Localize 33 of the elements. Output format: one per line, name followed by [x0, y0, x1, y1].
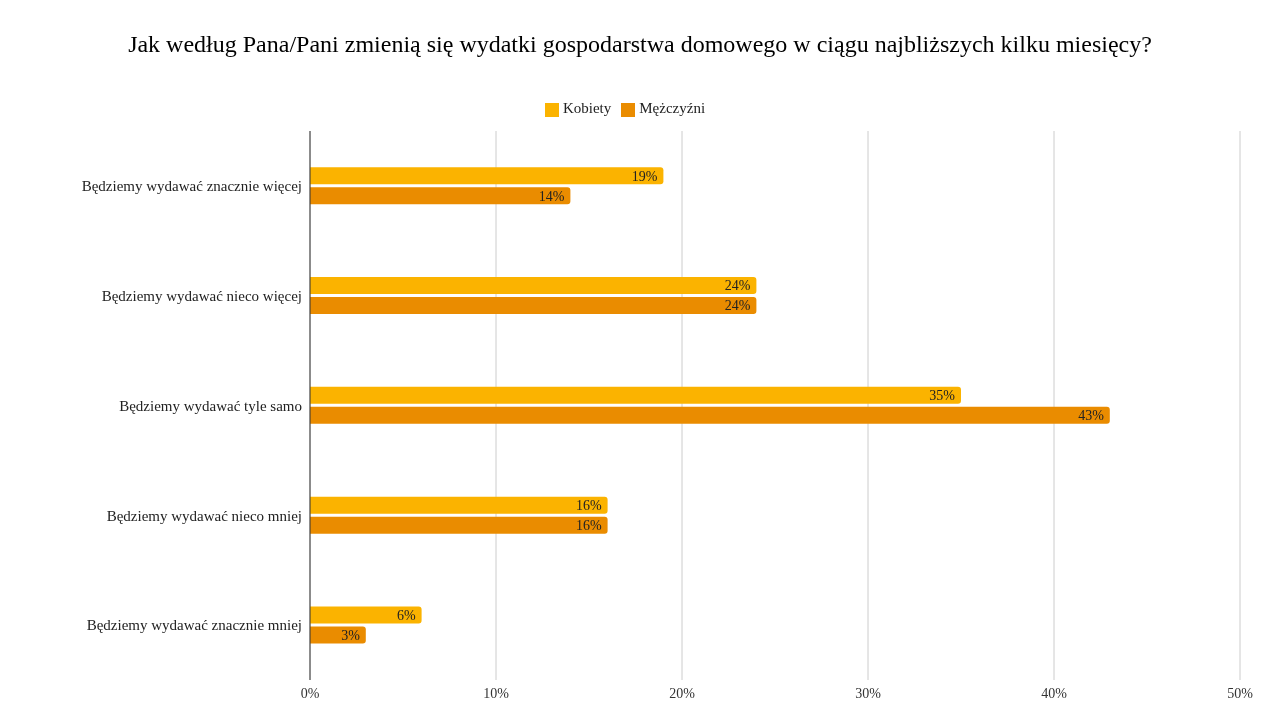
bar: [310, 277, 757, 295]
data-label: 16%: [575, 518, 602, 534]
chart-title: Jak według Pana/Pani zmienią się wydatki gospodarstwa domowego w ciągu najbliższych kilku miesięcy?: [127, 30, 1153, 59]
x-tick-label: 40%: [1041, 685, 1068, 701]
bar: [310, 167, 664, 185]
data-label: 43%: [1078, 408, 1105, 424]
x-tick-label: 30%: [855, 685, 882, 701]
bar: [310, 187, 571, 205]
y-tick-label: Będziemy wydawać znacznie więcej: [81, 178, 302, 195]
y-tick-label: Będziemy wydawać tyle samo: [119, 397, 302, 414]
legend-label: Kobiety: [562, 100, 612, 116]
y-tick-label: Będziemy wydawać nieco więcej: [101, 288, 302, 305]
x-tick-label: 10%: [483, 685, 510, 701]
bar: [310, 297, 757, 315]
y-tick-label: Będziemy wydawać znacznie mniej: [86, 617, 302, 634]
data-label: 6%: [396, 607, 416, 623]
bar: [310, 496, 608, 514]
bar: [310, 606, 422, 624]
data-label: 19%: [631, 168, 658, 184]
bar: [310, 386, 961, 404]
data-label: 35%: [929, 388, 956, 404]
x-tick-label: 50%: [1227, 685, 1254, 701]
data-label: 14%: [538, 188, 565, 204]
data-label: 3%: [341, 627, 361, 643]
data-label: 16%: [575, 498, 602, 514]
x-tick-label: 20%: [669, 685, 696, 701]
bar: [310, 516, 608, 534]
x-tick-label: 0%: [300, 685, 320, 701]
data-label: 24%: [724, 278, 751, 294]
data-label: 24%: [724, 298, 751, 314]
y-tick-label: Będziemy wydawać nieco mniej: [106, 507, 302, 524]
legend-label: Mężczyźni: [639, 100, 706, 116]
bar: [310, 406, 1110, 424]
